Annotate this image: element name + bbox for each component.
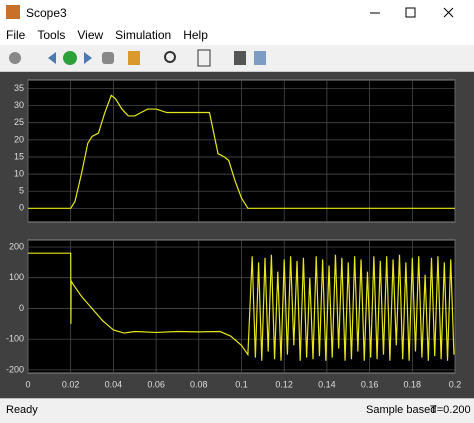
y-tick-label: 15: [14, 151, 24, 161]
menu-item[interactable]: Simulation: [115, 28, 172, 42]
y-tick-label: -100: [6, 334, 24, 344]
zoom-button[interactable]: [164, 51, 176, 63]
status-time: T=0.200: [430, 404, 471, 416]
title-icons: [6, 5, 454, 19]
x-tick-label: 0.14: [318, 379, 336, 389]
y-tick-label: 30: [14, 100, 24, 110]
x-tick-label: 0: [25, 379, 30, 389]
x-tick-label: 0.06: [147, 379, 165, 389]
menu-item[interactable]: File: [6, 28, 26, 42]
cursor-button[interactable]: [234, 51, 246, 65]
scale-button[interactable]: [197, 49, 211, 67]
x-tick-label: 0.16: [361, 379, 379, 389]
highlight-button[interactable]: [128, 51, 140, 65]
maximize[interactable]: [405, 7, 416, 18]
x-tick-label: 0.2: [449, 379, 462, 389]
plot-area: 0 5 10 15 20 25 30 35 -200 -100 0 100 200 0 0.02 0.04 0.…: [0, 72, 474, 398]
run-button[interactable]: [63, 51, 77, 65]
data-line: [28, 252, 455, 361]
y-tick-label: 20: [14, 134, 24, 144]
step-back-button[interactable]: [48, 52, 56, 64]
menu-item[interactable]: Tools: [37, 28, 66, 42]
status-text: Ready: [6, 404, 38, 416]
y-tick-label: 200: [9, 241, 24, 251]
menu-item[interactable]: View: [77, 28, 104, 42]
toolbar: [0, 45, 474, 72]
close[interactable]: [443, 7, 454, 18]
y-tick-label: 10: [14, 168, 24, 178]
menu-bar: File Tools View Simulation Help: [0, 25, 474, 45]
y-tick-label: 25: [14, 117, 24, 127]
style-button[interactable]: [254, 51, 266, 65]
step-forward-button[interactable]: [84, 52, 92, 64]
status-mode: Sample based: [366, 404, 437, 416]
window-title: Scope3: [26, 6, 67, 20]
x-tick-label: 0.1: [235, 379, 248, 389]
x-tick-label: 0.18: [404, 379, 422, 389]
y-tick-label: 35: [14, 83, 24, 93]
x-tick-label: 0.04: [105, 379, 123, 389]
app-icon: [6, 5, 20, 19]
settings-button[interactable]: [9, 52, 21, 64]
x-tick-label: 0.08: [190, 379, 208, 389]
y-tick-label: 0: [19, 303, 24, 313]
y-tick-label: 5: [19, 186, 24, 196]
data-line: [28, 94, 455, 209]
toolbar-icons: [9, 49, 266, 67]
y-tick-label: 100: [9, 272, 24, 282]
stop-button[interactable]: [102, 52, 114, 64]
title-bar: Scope3: [0, 0, 474, 25]
x-tick-label: 0.02: [62, 379, 80, 389]
y-tick-label: 0: [19, 203, 24, 213]
status-bar: Ready Sample based T=0.200: [0, 398, 474, 423]
menu-item[interactable]: Help: [183, 28, 208, 42]
x-tick-label: 0.12: [275, 379, 293, 389]
y-tick-label: -200: [6, 364, 24, 374]
